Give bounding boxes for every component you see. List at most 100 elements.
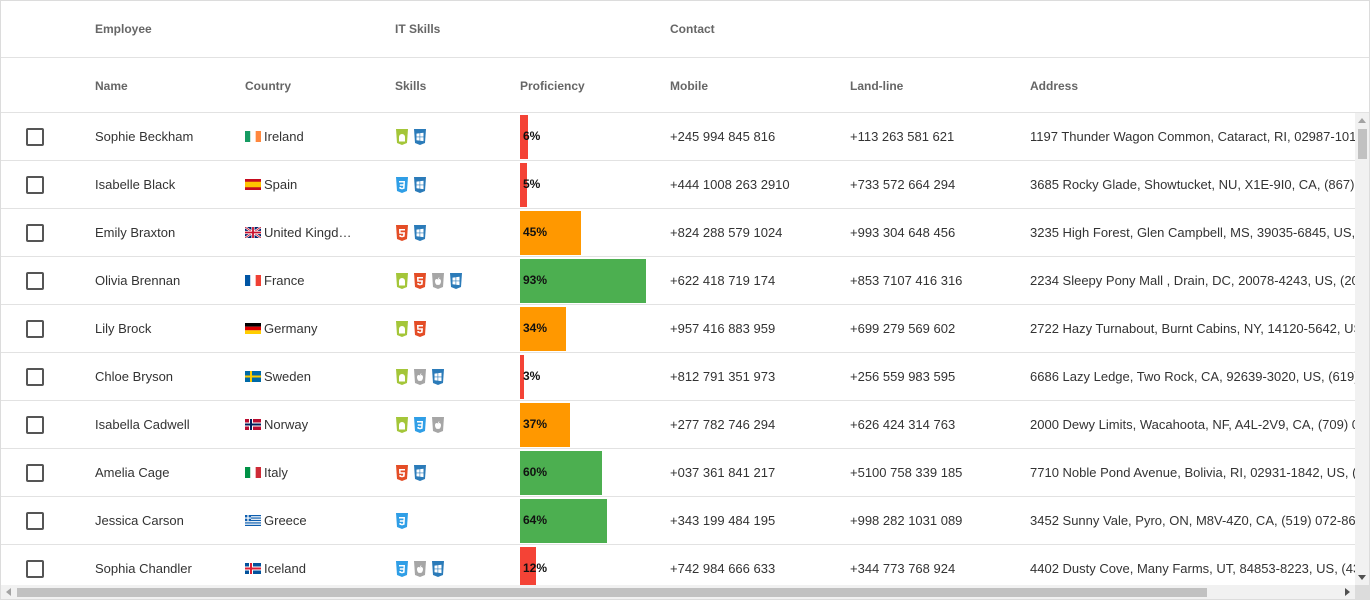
- cell-skills: [395, 209, 515, 256]
- apple-icon: [413, 368, 427, 385]
- vertical-scroll-thumb[interactable]: [1358, 129, 1367, 159]
- cell-name: Jessica Carson: [95, 513, 184, 528]
- cell-landline: +998 282 1031 089: [850, 513, 963, 528]
- scroll-up-arrow-icon[interactable]: [1358, 118, 1366, 123]
- column-header-skills[interactable]: Skills: [395, 79, 427, 93]
- group-header-contact[interactable]: Contact: [670, 22, 715, 36]
- row-checkbox[interactable]: [26, 464, 44, 482]
- cell-name: Isabelle Black: [95, 177, 176, 192]
- row-checkbox[interactable]: [26, 128, 44, 146]
- cell-proficiency: 12%: [520, 545, 660, 585]
- cell-country: Iceland: [245, 545, 385, 585]
- cell-address: 4402 Dusty Cove, Many Farms, UT, 84853-8…: [1030, 561, 1355, 576]
- proficiency-bar: [520, 211, 581, 255]
- cell-name: Sophia Chandler: [95, 561, 192, 576]
- iceland-flag-icon: [245, 546, 261, 574]
- cell-country: France: [245, 257, 385, 304]
- cell-skills: [395, 353, 515, 400]
- sweden-flag-icon: [245, 354, 261, 382]
- row-checkbox[interactable]: [26, 176, 44, 194]
- cell-name: Isabella Cadwell: [95, 417, 190, 432]
- country-label: United Kingd…: [264, 225, 352, 240]
- row-checkbox[interactable]: [26, 368, 44, 386]
- proficiency-label: 5%: [523, 177, 541, 191]
- cell-address: 2234 Sleepy Pony Mall , Drain, DC, 20078…: [1030, 273, 1355, 288]
- scrollbar-corner: [1355, 585, 1369, 599]
- column-header-name[interactable]: Name: [95, 79, 128, 93]
- table-row[interactable]: Isabella Cadwell Norway 37% +277 782 746 29…: [1, 401, 1355, 449]
- table-row[interactable]: Chloe Bryson Sweden 3% +812 791 351 973 +256…: [1, 353, 1355, 401]
- proficiency-label: 12%: [523, 561, 548, 575]
- android-icon: [395, 128, 409, 145]
- row-checkbox[interactable]: [26, 224, 44, 242]
- country-label: Ireland: [264, 129, 304, 144]
- scroll-down-arrow-icon[interactable]: [1358, 575, 1366, 580]
- android-icon: [395, 368, 409, 385]
- norway-flag-icon: [245, 402, 261, 430]
- table-row[interactable]: Amelia Cage Italy 60% +037 361 841 217 +5100…: [1, 449, 1355, 497]
- germany-flag-icon: [245, 306, 261, 334]
- cell-landline: +5100 758 339 185: [850, 465, 963, 480]
- cell-proficiency: 37%: [520, 401, 660, 448]
- column-header-landline[interactable]: Land-line: [850, 79, 904, 93]
- horizontal-scrollbar[interactable]: [1, 585, 1355, 599]
- proficiency-bar: [520, 163, 527, 207]
- css3-icon: [395, 512, 409, 529]
- scroll-right-arrow-icon[interactable]: [1345, 588, 1350, 596]
- cell-address: 3685 Rocky Glade, Showtucket, NU, X1E-9I…: [1030, 177, 1355, 192]
- cell-landline: +626 424 314 763: [850, 417, 956, 432]
- table-row[interactable]: Sophie Beckham Ireland 6% +245 994 845 816 +…: [1, 113, 1355, 161]
- proficiency-bar: [520, 451, 602, 495]
- table-row[interactable]: Emily Braxton United Kingd… 45% +824 288 57…: [1, 209, 1355, 257]
- row-checkbox[interactable]: [26, 560, 44, 578]
- cell-skills: [395, 545, 515, 585]
- horizontal-scroll-thumb[interactable]: [17, 588, 1207, 597]
- column-header-mobile[interactable]: Mobile: [670, 79, 708, 93]
- country-label: Sweden: [264, 369, 311, 384]
- cell-address: 7710 Noble Pond Avenue, Bolivia, RI, 029…: [1030, 465, 1355, 480]
- column-header-row: Name Country Skills Proficiency Mobile L…: [1, 58, 1369, 113]
- group-header-it-skills[interactable]: IT Skills: [395, 22, 441, 36]
- cell-country: Greece: [245, 497, 385, 544]
- row-checkbox[interactable]: [26, 272, 44, 290]
- table-row[interactable]: Lily Brock Germany 34% +957 416 883 959 +699…: [1, 305, 1355, 353]
- proficiency-bar: [520, 259, 646, 303]
- table-row[interactable]: Jessica Carson Greece 64% +343 199 484 195 +…: [1, 497, 1355, 545]
- cell-landline: +853 7107 416 316: [850, 273, 963, 288]
- group-header-employee[interactable]: Employee: [95, 22, 152, 36]
- vertical-scrollbar[interactable]: [1355, 113, 1369, 585]
- cell-landline: +344 773 768 924: [850, 561, 956, 576]
- cell-mobile: +444 1008 263 2910: [670, 177, 790, 192]
- table-row[interactable]: Sophia Chandler Iceland 12% +742 984 666 63…: [1, 545, 1355, 585]
- cell-skills: [395, 449, 515, 496]
- cell-country: Italy: [245, 449, 385, 496]
- proficiency-label: 93%: [523, 273, 548, 287]
- column-header-country[interactable]: Country: [245, 79, 291, 93]
- proficiency-label: 6%: [523, 129, 541, 143]
- scroll-left-arrow-icon[interactable]: [6, 588, 11, 596]
- cell-address: 2000 Dewy Limits, Wacahoota, NF, A4L-2V9…: [1030, 417, 1355, 432]
- cell-mobile: +343 199 484 195: [670, 513, 776, 528]
- row-checkbox[interactable]: [26, 320, 44, 338]
- row-checkbox[interactable]: [26, 512, 44, 530]
- apple-icon: [431, 272, 445, 289]
- table-row[interactable]: Olivia Brennan France 93% +622 418 719 174 +…: [1, 257, 1355, 305]
- row-checkbox[interactable]: [26, 416, 44, 434]
- proficiency-label: 34%: [523, 321, 548, 335]
- cell-country: Sweden: [245, 353, 385, 400]
- table-row[interactable]: Isabelle Black Spain 5% +444 1008 263 2910 +…: [1, 161, 1355, 209]
- cell-skills: [395, 113, 515, 160]
- country-label: Iceland: [264, 561, 306, 576]
- cell-skills: [395, 161, 515, 208]
- cell-mobile: +742 984 666 633: [670, 561, 776, 576]
- proficiency-bar: [520, 403, 570, 447]
- cell-country: United Kingd…: [245, 209, 385, 256]
- column-header-proficiency[interactable]: Proficiency: [520, 79, 585, 93]
- column-header-address[interactable]: Address: [1030, 79, 1079, 93]
- cell-proficiency: 5%: [520, 161, 660, 208]
- cell-name: Lily Brock: [95, 321, 152, 336]
- windows-icon: [431, 368, 445, 385]
- windows-icon: [413, 128, 427, 145]
- cell-mobile: +812 791 351 973: [670, 369, 776, 384]
- proficiency-label: 3%: [523, 369, 541, 383]
